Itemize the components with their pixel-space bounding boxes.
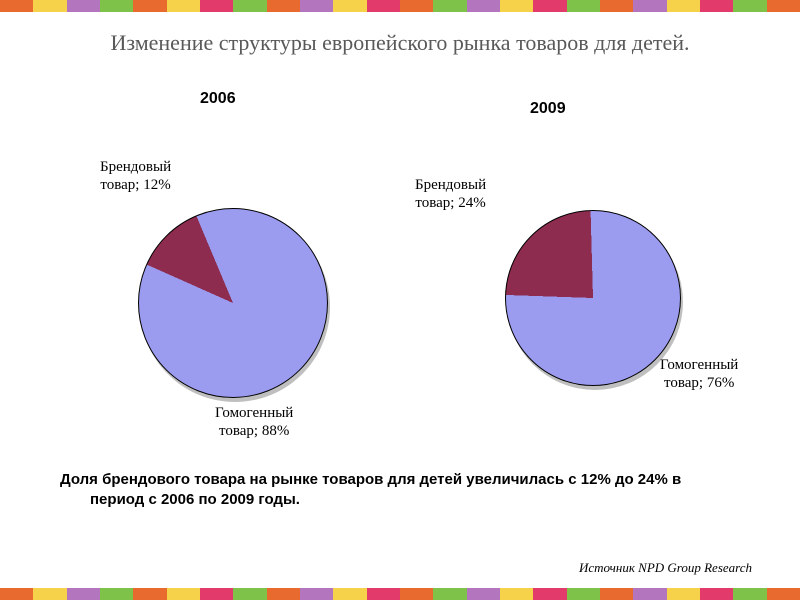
label-2006-homogeneous: Гомогенный товар; 88% [215, 404, 293, 440]
label-line: товар; 88% [219, 423, 289, 439]
label-2006-brand: Брендовый товар; 12% [100, 158, 171, 194]
top-stripe [0, 0, 800, 12]
pie-2006-circle [138, 208, 328, 398]
pie-2009 [505, 210, 681, 386]
page-title: Изменение структуры европейского рынка т… [0, 30, 800, 56]
conclusion-line2: период с 2006 по 2009 годы. [60, 490, 760, 510]
label-line: товар; 12% [100, 177, 170, 193]
slide: Изменение структуры европейского рынка т… [0, 0, 800, 600]
bottom-stripe [0, 588, 800, 600]
label-2009-brand: Брендовый товар; 24% [415, 176, 486, 212]
label-line: Гомогенный [215, 405, 293, 421]
label-line: товар; 24% [415, 195, 485, 211]
chart-2006-title: 2006 [200, 90, 236, 108]
pie-2009-circle [505, 210, 681, 386]
label-2009-homogeneous: Гомогенный товар; 76% [660, 356, 738, 392]
label-line: Гомогенный [660, 357, 738, 373]
chart-2009-title: 2009 [530, 100, 566, 118]
label-line: Брендовый [100, 159, 171, 175]
conclusion-line1: Доля брендового товара на рынке товаров … [60, 471, 681, 488]
conclusion-text: Доля брендового товара на рынке товаров … [60, 470, 760, 511]
label-line: товар; 76% [664, 375, 734, 391]
source-citation: Источник NPD Group Research [579, 560, 752, 576]
pie-2006 [138, 208, 328, 398]
label-line: Брендовый [415, 177, 486, 193]
